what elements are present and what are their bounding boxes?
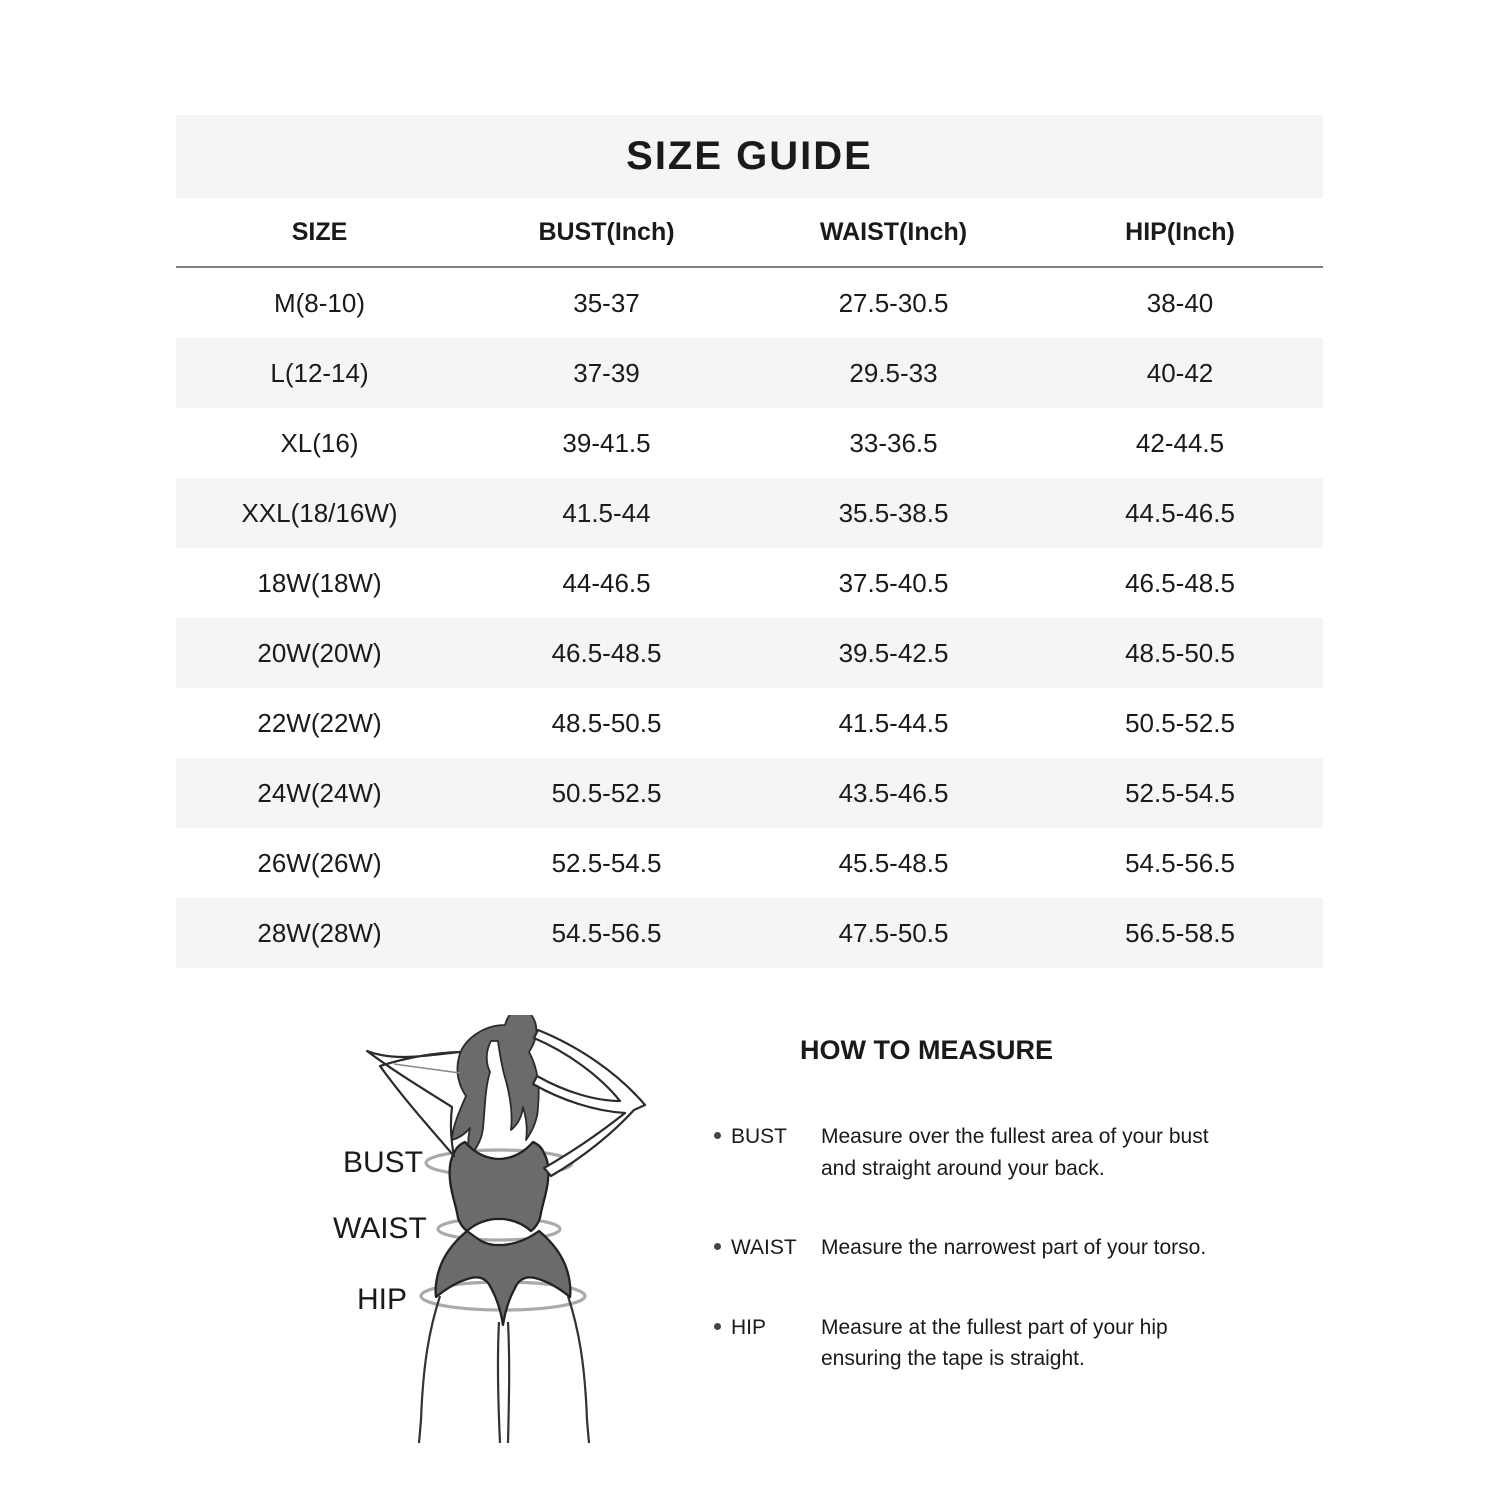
svg-text:BUST: BUST (343, 1146, 423, 1179)
svg-text:WAIST: WAIST (333, 1212, 427, 1245)
svg-text:HIP: HIP (357, 1283, 407, 1316)
